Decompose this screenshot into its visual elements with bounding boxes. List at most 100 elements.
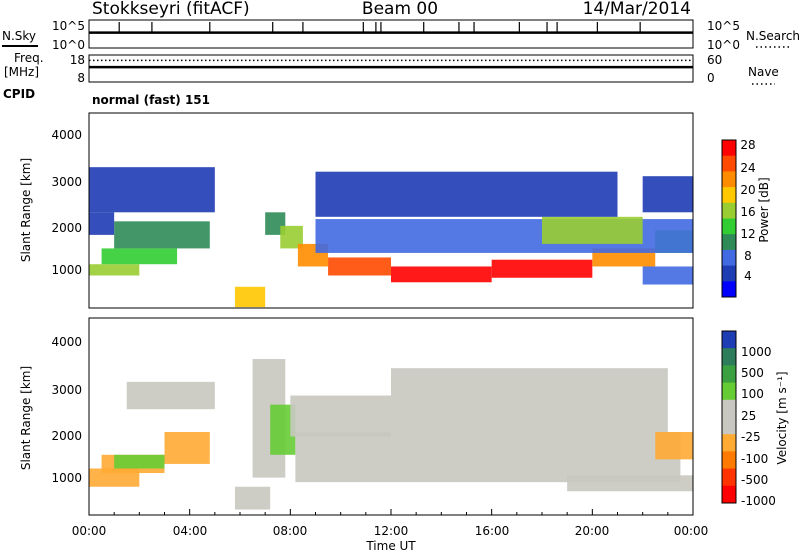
power-cell-15 (542, 216, 643, 244)
freq-tick-top: 18 (70, 53, 85, 67)
xtick-0000-end: 00:00 (674, 524, 709, 538)
power-cell-18 (642, 266, 693, 285)
velocity-colorbar-swatch-5 (722, 417, 736, 435)
velocity-cell-5 (234, 486, 271, 510)
power-ylabel: Slant Range [km] (19, 158, 33, 262)
power-colorbar-swatch-7 (722, 249, 736, 267)
velocity-colorbar-swatch-8 (722, 468, 736, 487)
velocity-ytick-1000: 1000 (51, 471, 82, 485)
velocity-cell-3 (114, 454, 165, 469)
power-heatmap (89, 167, 693, 308)
nsky-series (89, 22, 693, 34)
freq-tick-bottom: 8 (77, 71, 85, 85)
power-colorbar-frame (721, 139, 737, 298)
velocity-colorbar-swatch-1 (722, 348, 736, 366)
xtick-0800: 08:00 (273, 524, 308, 538)
power-colorbar-swatch-1 (722, 155, 736, 172)
power-colorbar-label: Power [dB] (757, 177, 771, 242)
power-cell-16 (315, 171, 618, 217)
power-cbar-tick-28: 28 (740, 138, 755, 152)
velocity-colorbar-swatch-9 (722, 485, 736, 504)
power-colorbar (721, 139, 737, 298)
time-axis: 00:00 04:00 08:00 12:00 16:00 20:00 00:0… (72, 509, 709, 553)
vel-cbar-tick-1000: 1000 (741, 345, 772, 359)
power-cbar-tick-20: 20 (740, 183, 755, 197)
nsearch-tick-top: 10^5 (707, 19, 740, 33)
power-cell-7 (280, 225, 303, 249)
nave-label: Nave (748, 65, 779, 79)
velocity-colorbar-label: Velocity [m s⁻¹] (775, 371, 789, 464)
velocity-cell-4 (126, 381, 215, 410)
freq-label-line1: Freq. (14, 51, 44, 65)
power-cbar-tick-16: 16 (740, 205, 755, 219)
velocity-ytick-4000: 4000 (51, 335, 82, 349)
xtick-1600: 16:00 (475, 524, 510, 538)
vel-cbar-tick-25: 25 (741, 409, 756, 423)
power-cell-17 (642, 176, 693, 213)
nsearch-label: N.Search (746, 29, 800, 43)
velocity-heatmap (89, 359, 693, 510)
mode-label: normal (fast) 151 (92, 93, 210, 107)
vel-cbar-tick-500: 500 (741, 366, 764, 380)
beam-title: Beam 00 (362, 0, 438, 19)
velocity-colorbar-swatch-0 (722, 331, 736, 349)
power-cbar-tick-12: 12 (740, 227, 755, 241)
vel-cbar-tick-minus25: -25 (741, 430, 761, 444)
xtick-1200: 12:00 (374, 524, 409, 538)
power-cbar-tick-8: 8 (744, 249, 752, 263)
power-ytick-4000: 4000 (51, 128, 82, 142)
velocity-colorbar-swatch-6 (722, 434, 736, 452)
velocity-colorbar-swatch-3 (722, 382, 736, 401)
nave-tick-bottom: 0 (707, 71, 715, 85)
power-colorbar-swatch-9 (722, 281, 736, 298)
xtick-0000-start: 00:00 (72, 524, 107, 538)
velocity-cell-9 (290, 395, 391, 437)
velocity-panel: Slant Range [km] 4000 3000 2000 1000 Vel… (19, 317, 789, 516)
nsky-label: N.Sky (2, 29, 36, 43)
velocity-ylabel: Slant Range [km] (19, 366, 33, 470)
velocity-cell-12 (655, 432, 693, 460)
power-cell-5 (234, 286, 266, 308)
vel-cbar-tick-minus100: -100 (741, 452, 768, 466)
power-panel: Slant Range [km] 4000 3000 2000 1000 Pow… (19, 112, 771, 309)
velocity-colorbar-swatch-2 (722, 365, 736, 384)
power-ytick-3000: 3000 (51, 175, 82, 189)
power-cell-10 (391, 266, 492, 283)
velocity-cell-10 (391, 368, 668, 433)
nsearch-tick-bottom: 10^0 (707, 38, 740, 52)
freq-panel: Freq. [MHz] 18 8 60 0 Nave CPID normal (… (3, 51, 779, 107)
nsky-panel: N.Sky 10^5 10^0 10^5 10^0 N.Search (2, 19, 800, 52)
vel-cbar-tick-minus1000: -1000 (741, 494, 776, 508)
date-title: 14/Mar/2014 (583, 0, 691, 19)
power-cbar-tick-4: 4 (744, 269, 752, 283)
nsky-tick-top: 10^5 (52, 19, 85, 33)
xtick-0400: 04:00 (173, 524, 208, 538)
vel-cbar-tick-100: 100 (741, 387, 764, 401)
power-cell-4 (89, 167, 215, 213)
vel-cbar-tick-minus500: -500 (741, 473, 768, 487)
nave-tick-top: 60 (707, 53, 722, 67)
velocity-ytick-2000: 2000 (51, 429, 82, 443)
power-cell-3 (89, 212, 115, 235)
power-colorbar-swatch-0 (722, 140, 736, 157)
power-ytick-1000: 1000 (51, 263, 82, 277)
velocity-colorbar-frame (721, 330, 737, 504)
cpid-label: CPID (3, 87, 35, 101)
velocity-cell-2 (164, 432, 210, 464)
velocity-colorbar-swatch-4 (722, 399, 736, 418)
nsky-tick-bottom: 10^0 (52, 38, 85, 52)
power-colorbar-swatch-2 (722, 171, 736, 188)
power-colorbar-swatch-8 (722, 265, 736, 282)
power-cell-1 (101, 248, 178, 265)
power-cell-0 (89, 264, 140, 276)
velocity-cell-8 (295, 432, 681, 483)
power-cell-9 (328, 257, 391, 276)
power-colorbar-swatch-3 (722, 187, 736, 204)
power-cell-2 (114, 221, 210, 249)
velocity-cell-11 (567, 475, 693, 492)
power-colorbar-swatch-6 (722, 234, 736, 251)
xtick-2000: 20:00 (575, 524, 610, 538)
power-colorbar-swatch-4 (722, 202, 736, 219)
velocity-colorbar-swatch-7 (722, 451, 736, 470)
